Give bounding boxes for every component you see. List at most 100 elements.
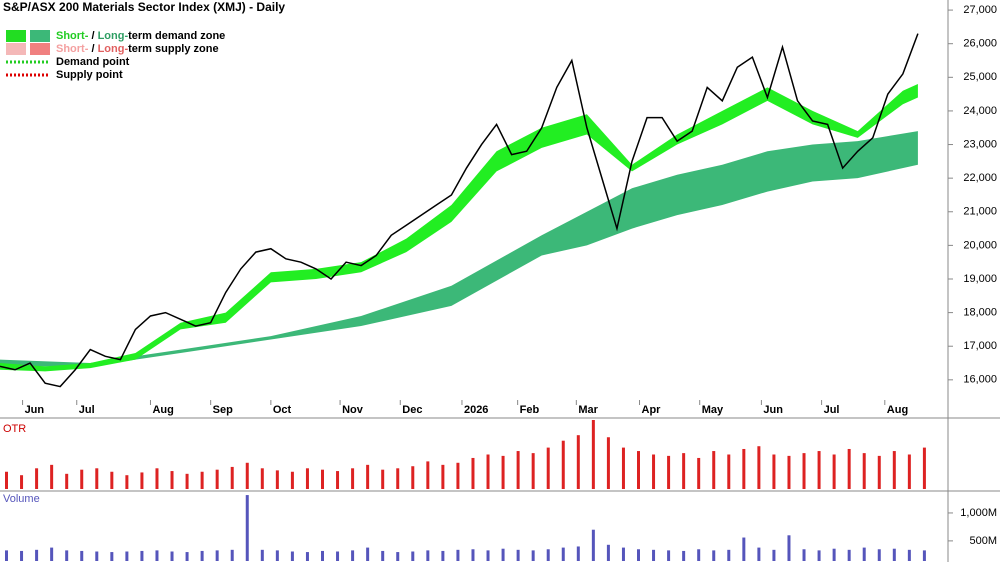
bar xyxy=(591,420,595,489)
bar xyxy=(531,550,535,561)
bar xyxy=(817,550,821,561)
bar xyxy=(862,453,866,489)
bar xyxy=(65,473,69,489)
bar xyxy=(892,548,896,561)
bar xyxy=(922,550,926,561)
bar xyxy=(140,472,144,489)
y-tick-label: 27,000 xyxy=(963,4,997,16)
chart-title: S&P/ASX 200 Materials Sector Index (XMJ)… xyxy=(3,0,285,14)
bar xyxy=(621,447,625,489)
x-tick-label: Oct xyxy=(273,404,292,416)
bar xyxy=(471,549,475,561)
bar xyxy=(140,550,144,561)
y-tick-label: 500M xyxy=(969,535,997,547)
x-tick-label: Nov xyxy=(342,404,364,416)
bar xyxy=(20,550,24,561)
bar xyxy=(712,550,716,561)
bar xyxy=(787,455,791,489)
bar xyxy=(230,466,234,489)
legend-text: term supply zone xyxy=(128,43,218,55)
x-tick-label: May xyxy=(702,404,724,416)
bar xyxy=(336,551,340,561)
bar xyxy=(516,451,520,489)
bar xyxy=(546,549,550,561)
legend-label: Short- / Long-term supply zone xyxy=(56,43,219,55)
bar xyxy=(486,550,490,561)
y-tick-label: 20,000 xyxy=(963,239,997,251)
bar xyxy=(366,464,370,489)
y-tick-label: 24,000 xyxy=(963,105,997,117)
bar xyxy=(877,549,881,561)
bar xyxy=(35,549,39,561)
bar xyxy=(20,475,24,489)
bar xyxy=(65,550,69,561)
bar xyxy=(817,451,821,489)
bar xyxy=(260,549,264,561)
bar xyxy=(50,547,54,561)
bar xyxy=(682,453,686,489)
bar xyxy=(321,550,324,561)
bar xyxy=(652,549,656,561)
legend-swatch xyxy=(30,43,50,55)
bar xyxy=(501,455,505,489)
y-tick-label: 21,000 xyxy=(963,206,997,218)
bar xyxy=(381,550,385,561)
bar xyxy=(125,551,129,561)
bar xyxy=(200,550,204,561)
bar xyxy=(832,454,836,489)
bar xyxy=(321,469,324,489)
bar xyxy=(576,546,580,561)
x-tick-label: Aug xyxy=(887,404,908,416)
bar xyxy=(697,457,701,489)
bar xyxy=(80,469,84,489)
bar xyxy=(5,550,8,561)
bar xyxy=(125,475,129,489)
bar xyxy=(456,549,460,561)
bar xyxy=(411,551,415,561)
bar xyxy=(110,471,114,489)
bar xyxy=(351,550,355,561)
bar xyxy=(832,548,836,561)
bar xyxy=(847,448,851,489)
bar xyxy=(667,550,671,561)
bar xyxy=(742,537,746,561)
bar xyxy=(787,535,791,561)
bar xyxy=(426,550,430,561)
bar xyxy=(772,454,776,489)
bar xyxy=(802,453,806,489)
bar xyxy=(772,549,776,561)
y-tick-label: 22,000 xyxy=(963,172,997,184)
x-tick-label: Mar xyxy=(578,404,598,416)
y-tick-label: 18,000 xyxy=(963,307,997,319)
bar xyxy=(305,468,309,489)
bar xyxy=(5,471,8,489)
bar xyxy=(305,552,309,561)
bar xyxy=(290,551,294,561)
bar xyxy=(606,544,610,561)
bar xyxy=(802,549,806,561)
bar xyxy=(230,549,234,561)
x-tick-label: Aug xyxy=(152,404,173,416)
bar xyxy=(275,550,279,561)
bar xyxy=(907,549,911,561)
bar xyxy=(95,551,99,561)
bar xyxy=(411,466,415,489)
y-tick-label: 25,000 xyxy=(963,71,997,83)
x-tick-label: Jun xyxy=(763,404,783,416)
zone-band xyxy=(0,131,918,367)
bar xyxy=(95,468,99,489)
y-tick-label: 17,000 xyxy=(963,340,997,352)
x-tick-label: Apr xyxy=(642,404,662,416)
y-tick-label: 16,000 xyxy=(963,374,997,386)
bar xyxy=(456,462,460,489)
bar xyxy=(366,547,370,561)
legend-text: Short- xyxy=(56,43,89,55)
bar xyxy=(667,455,671,489)
bar xyxy=(336,471,340,489)
bar xyxy=(561,440,565,489)
legend-label: Short- / Long-term demand zone xyxy=(56,30,225,42)
bar xyxy=(561,547,565,561)
x-tick-label: Sep xyxy=(213,404,233,416)
bar xyxy=(877,455,881,489)
y-tick-label: 1,000M xyxy=(960,507,997,519)
